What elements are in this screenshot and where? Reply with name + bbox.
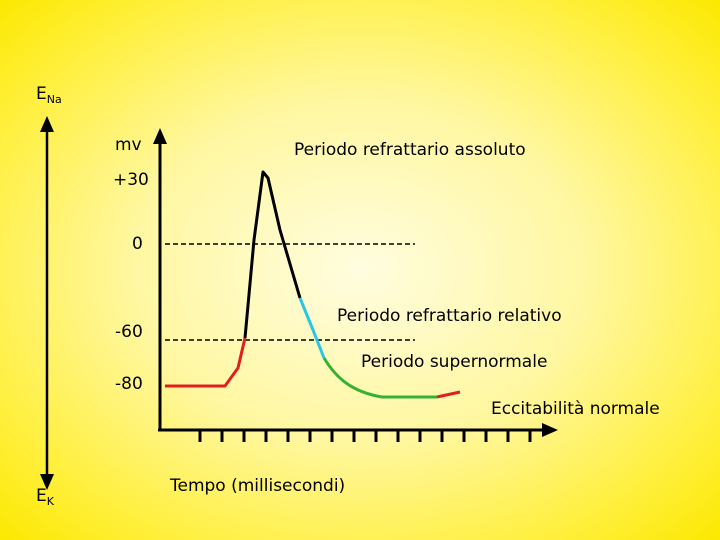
absolute-refractory-label: Periodo refrattario assoluto [294, 140, 526, 160]
tick-label-minus60: -60 [115, 322, 143, 342]
tick-label-0: 0 [132, 234, 143, 254]
y-axis-unit-label: mv [115, 135, 142, 155]
ek-label: EK [36, 486, 54, 508]
curve-supernormal-segment [322, 357, 437, 399]
supernormal-label: Periodo supernormale [361, 352, 548, 372]
normal-excitability-label: Eccitabilità normale [491, 399, 660, 419]
tick-label-plus30: +30 [113, 170, 149, 190]
y-axis-arrowhead [153, 128, 167, 144]
ek-arrowhead [40, 474, 54, 490]
curve-recovery-segment [436, 390, 461, 399]
ena-arrowhead [40, 116, 54, 132]
x-axis-ticks [198, 430, 532, 442]
curve-resting-segment [165, 337, 247, 388]
tick-label-minus80: -80 [115, 374, 143, 394]
curve-relative-refractory-segment [298, 297, 326, 359]
time-axis-label: Tempo (millisecondi) [170, 476, 346, 496]
x-axis-arrowhead [542, 423, 558, 437]
curve-absolute-refractory-segment [243, 170, 302, 339]
ena-label: ENa [36, 84, 62, 106]
relative-refractory-label: Periodo refrattario relativo [337, 306, 562, 326]
